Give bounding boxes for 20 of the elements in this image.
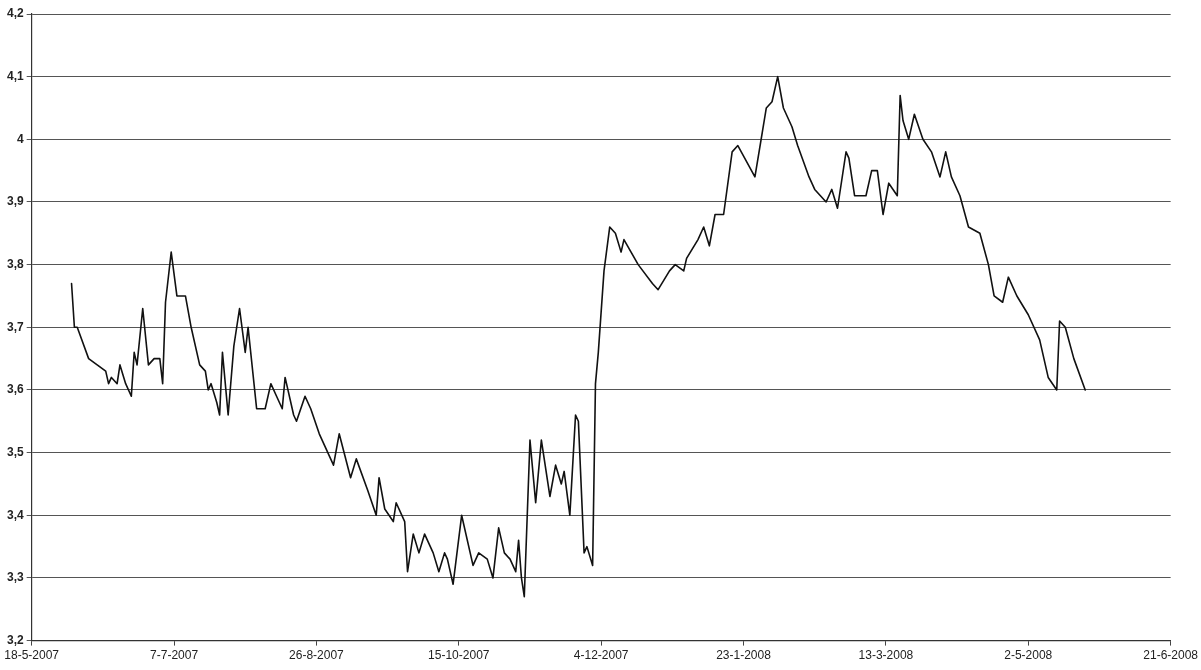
x-tick-label: 7-7-2007 xyxy=(150,648,199,663)
x-tick-label: 2-5-2008 xyxy=(1004,648,1053,663)
x-tick-label: 18-5-2007 xyxy=(4,648,60,663)
y-tick-label: 3,8 xyxy=(6,256,24,271)
y-tick-label: 3,3 xyxy=(6,570,24,585)
y-tick-label: 3,7 xyxy=(6,319,24,334)
y-tick-label: 3,5 xyxy=(6,444,24,459)
x-tick-label: 21-6-2008 xyxy=(1143,648,1199,663)
x-tick-label: 23-1-2008 xyxy=(716,648,772,663)
y-tick-label: 3,9 xyxy=(6,194,24,209)
x-tick-label: 4-12-2007 xyxy=(573,648,629,663)
y-tick-label: 4,1 xyxy=(6,68,24,83)
y-tick-label: 3,6 xyxy=(6,382,24,397)
y-tick-label: 4 xyxy=(16,131,24,146)
y-tick-label: 4,2 xyxy=(6,6,24,21)
y-tick-label: 3,4 xyxy=(6,507,24,522)
x-tick-label: 13-3-2008 xyxy=(858,648,914,663)
x-tick-label: 15-10-2007 xyxy=(428,648,490,663)
x-tick-label: 26-8-2007 xyxy=(289,648,345,663)
y-tick-label: 3,2 xyxy=(6,632,24,647)
